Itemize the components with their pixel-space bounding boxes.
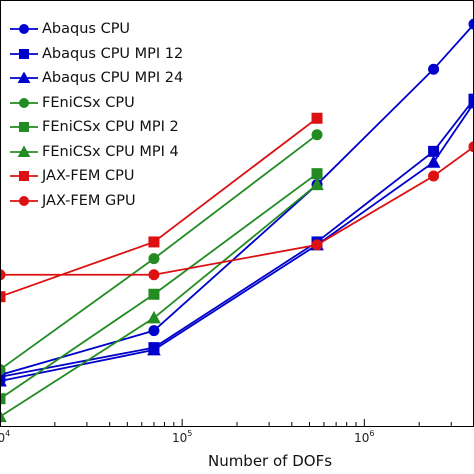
data-point [0,291,6,303]
legend-item: Abaqus CPU MPI 12 [10,42,183,67]
data-point [0,373,7,387]
data-point [311,239,323,251]
x-tick-label: 106 [354,429,374,445]
data-point [426,155,441,168]
series-4 [0,129,323,376]
data-point [0,364,6,376]
series-8 [0,141,474,281]
legend-item: FEniCSx CPU MPI 2 [10,115,183,140]
legend-label: Abaqus CPU MPI 12 [42,45,184,62]
data-point [0,393,6,405]
legend-swatch [10,71,38,84]
data-point [148,288,160,300]
data-point [0,409,7,423]
x-tick-base: 10 [0,431,5,445]
series-5 [0,168,323,405]
legend-item: Abaqus CPU MPI 24 [10,66,183,91]
x-tick-exponent: 6 [369,429,374,438]
data-point [148,269,160,281]
x-tick-base: 10 [354,431,369,445]
legend-marker [19,97,29,108]
data-point [310,177,324,191]
data-point [0,269,6,281]
legend-swatch [10,24,38,35]
legend-label: Abaqus CPU [42,21,131,38]
legend-label: Abaqus CPU MPI 24 [42,70,184,87]
data-point [467,95,474,109]
series-layer [0,18,474,423]
data-point [468,93,474,105]
data-point [148,325,160,337]
data-point [147,310,161,324]
x-tick-exponent: 5 [187,429,192,438]
legend-label: FEniCSx CPU MPI 4 [42,143,179,160]
legend-marker [19,24,29,35]
legend-marker [19,48,29,59]
data-point [311,112,323,124]
data-point [428,145,440,157]
legend-item: FEniCSx CPU MPI 4 [10,140,183,165]
legend-marker [19,171,29,182]
legend: Abaqus CPU Abaqus CPU MPI 12 Abaqus CPU MP… [10,17,183,213]
legend-item: JAX-FEM CPU [10,164,183,189]
data-point [148,253,160,265]
legend-label: JAX-FEM GPU [42,192,136,209]
x-axis-ticks: 104105106 [0,419,474,445]
data-point [148,236,160,248]
legend-marker [17,145,31,157]
legend-swatch [10,145,38,157]
legend-marker [19,122,29,133]
data-point [311,129,323,141]
data-point [468,18,474,30]
data-point [147,342,161,356]
x-tick-exponent: 4 [5,429,10,438]
x-axis-label: Number of DOFs [208,452,332,470]
legend-marker [17,71,31,84]
series-line [0,183,318,418]
legend-item: FEniCSx CPU [10,91,183,116]
legend-label: FEniCSx CPU MPI 2 [42,119,179,136]
series-7 [0,112,323,303]
legend-label: FEniCSx CPU [42,94,135,111]
x-tick-base: 10 [172,431,187,445]
data-point [468,141,474,153]
legend-swatch [10,48,38,59]
legend-item: JAX-FEM GPU [10,189,183,214]
legend-item: Abaqus CPU [10,17,183,42]
data-point [0,371,6,383]
legend-swatch [10,171,38,182]
data-point [428,63,440,75]
legend-label: JAX-FEM CPU [42,168,135,185]
x-tick-label: 105 [172,429,192,445]
x-tick-label: 104 [0,429,10,445]
data-point [428,170,440,182]
series-6 [0,177,324,423]
legend-swatch [10,122,38,133]
legend-swatch [10,97,38,108]
data-point [311,168,323,180]
legend-marker [19,195,29,206]
legend-swatch [10,195,38,206]
